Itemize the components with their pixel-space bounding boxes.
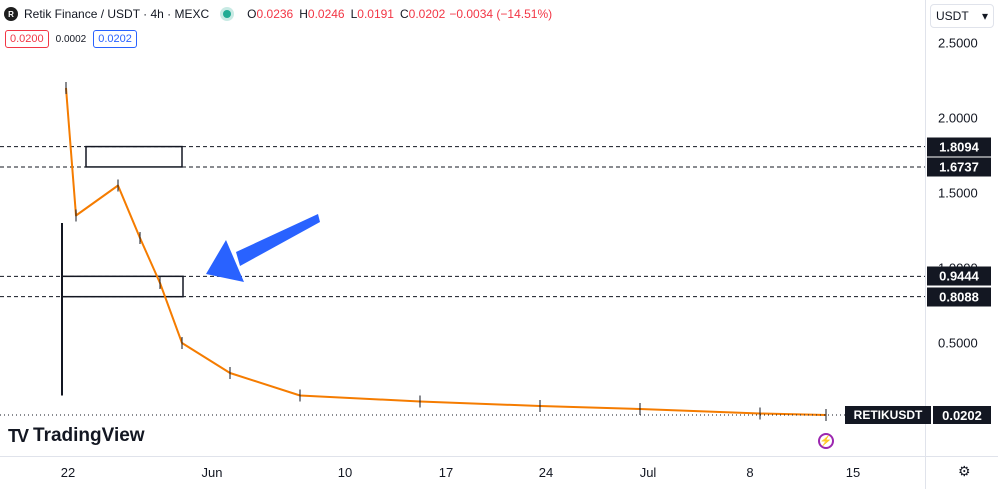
- buy-button[interactable]: 0.0202: [93, 30, 137, 48]
- annotation-arrow[interactable]: [206, 214, 320, 282]
- horizontal-level-label: 1.6737: [927, 157, 991, 177]
- ohlc-high-key: H: [299, 7, 308, 21]
- sell-button[interactable]: 0.0200: [5, 30, 49, 48]
- quote-row: 0.0200 0.0002 0.0202: [5, 30, 137, 48]
- price-series-line[interactable]: [65, 87, 827, 416]
- time-axis-tick: 8: [746, 465, 754, 480]
- market-open-icon[interactable]: [223, 10, 232, 18]
- price-axis-tick: 1.5000: [938, 185, 978, 201]
- price-chart[interactable]: [0, 0, 925, 456]
- time-axis-tick: Jun: [201, 465, 223, 480]
- time-axis-tick: 24: [538, 465, 554, 480]
- chevron-down-icon: ▾: [981, 9, 988, 23]
- ohlc-close-key: C: [399, 7, 409, 21]
- time-axis-tick: 10: [337, 465, 353, 480]
- tradingview-mark-icon: TV: [8, 425, 29, 446]
- time-axis-tick: 17: [438, 465, 454, 480]
- tradingview-logo[interactable]: TV TradingView: [8, 425, 145, 447]
- price-axis-tick: 2.5000: [938, 35, 978, 51]
- price-axis-tick: 2.0000: [938, 110, 978, 126]
- ohlc-close-value: 0.0202: [408, 7, 446, 21]
- time-axis-tick: 22: [60, 465, 76, 480]
- ohlc-low-value: 0.0191: [357, 7, 394, 21]
- gear-icon[interactable]: ⚙: [958, 463, 971, 479]
- last-price-label: 0.0202: [933, 406, 991, 424]
- ohlc-high-value: 0.0246: [307, 7, 345, 21]
- time-axis[interactable]: 22 Jun 10 17 24 Jul 8 15: [0, 456, 925, 489]
- horizontal-level-label: 1.8094: [927, 137, 991, 157]
- ohlc-open-value: 0.0236: [256, 7, 294, 21]
- symbol-logo-icon: R: [4, 7, 18, 21]
- spread-value: 0.0002: [55, 33, 87, 45]
- time-axis-tick: Jul: [639, 465, 657, 480]
- price-axis-tick: 0.5000: [938, 335, 978, 351]
- currency-selector[interactable]: USDT ▾: [930, 4, 994, 28]
- price-axis-border: [925, 0, 926, 488]
- zone-rectangle[interactable]: [85, 145, 183, 168]
- price-change: −0.0034 (−14.51%): [449, 7, 553, 21]
- horizontal-level-label: 0.9444: [927, 266, 991, 286]
- horizontal-level-label: 0.8088: [927, 287, 991, 307]
- lightning-icon[interactable]: ⚡: [818, 433, 834, 449]
- time-axis-tick: 15: [845, 465, 861, 480]
- axis-corner: ⚙: [925, 456, 998, 489]
- currency-label: USDT: [936, 9, 969, 23]
- ohlc-low-key: L: [350, 7, 358, 21]
- chart-legend: R Retik Finance / USDT · 4h · MEXC O 0.02…: [4, 5, 556, 23]
- ohlc-open-key: O: [247, 7, 257, 21]
- tradingview-logo-text: TradingView: [33, 425, 145, 446]
- chart-title[interactable]: Retik Finance / USDT · 4h · MEXC: [24, 7, 210, 21]
- symbol-last-label: RETIKUSDT: [845, 406, 931, 424]
